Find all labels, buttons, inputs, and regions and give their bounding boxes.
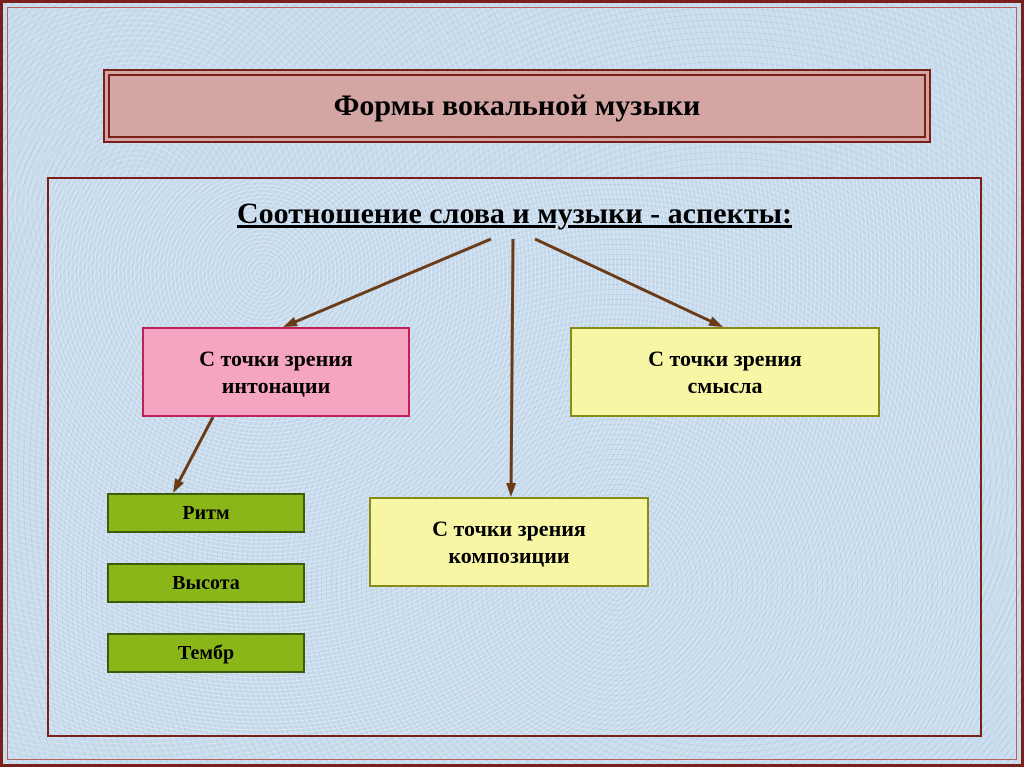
- slide-root: Формы вокальной музыки Соотношение слова…: [0, 0, 1024, 767]
- node-label: С точки зрения композиции: [432, 515, 586, 570]
- node-pitch: Высота: [107, 563, 305, 603]
- node-label: Тембр: [178, 641, 234, 666]
- node-label: Ритм: [182, 501, 229, 526]
- node-label: С точки зрения смысла: [648, 345, 802, 400]
- node-rhythm: Ритм: [107, 493, 305, 533]
- node-timbre: Тембр: [107, 633, 305, 673]
- subtitle: Соотношение слова и музыки - аспекты:: [49, 197, 980, 231]
- node-label: С точки зрения интонации: [199, 345, 353, 400]
- node-intonation: С точки зрения интонации: [142, 327, 410, 417]
- node-composition: С точки зрения композиции: [369, 497, 649, 587]
- node-meaning: С точки зрения смысла: [570, 327, 880, 417]
- slide-title-text: Формы вокальной музыки: [334, 89, 701, 123]
- node-label: Высота: [172, 571, 240, 596]
- subtitle-text: Соотношение слова и музыки - аспекты:: [237, 197, 792, 230]
- slide-title-box: Формы вокальной музыки: [103, 69, 931, 143]
